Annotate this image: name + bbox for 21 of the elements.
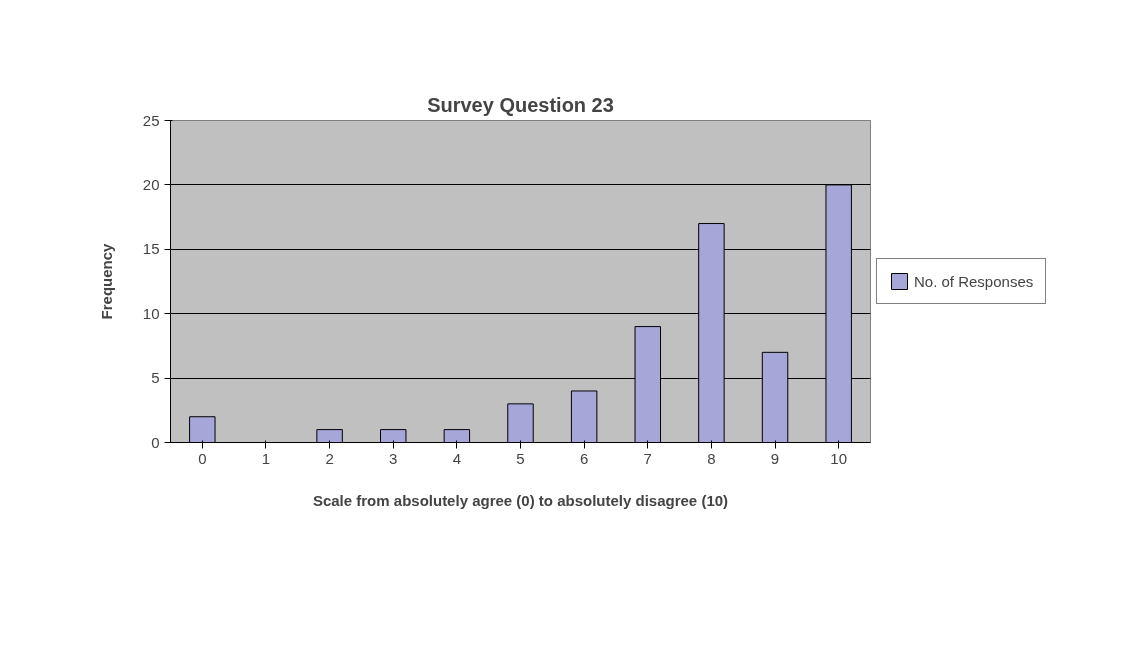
x-tick-label: 8 bbox=[707, 449, 716, 467]
x-tick-label: 0 bbox=[198, 449, 207, 467]
y-tick-label: 5 bbox=[151, 369, 160, 387]
y-tick-label: 25 bbox=[142, 111, 160, 129]
y-tick-label: 10 bbox=[142, 304, 160, 322]
x-tick-label: 2 bbox=[325, 449, 334, 467]
x-tick-label: 6 bbox=[579, 449, 589, 467]
x-tick-label: 10 bbox=[830, 449, 848, 467]
y-axis-title: Frequency bbox=[97, 242, 115, 320]
x-axis-title: Scale from absolutely agree (0) to absolutely disagree (10) bbox=[312, 491, 729, 509]
x-tick-label: 7 bbox=[643, 449, 652, 467]
chart-title: Survey Question 23 bbox=[427, 93, 614, 116]
y-tick-label: 20 bbox=[142, 175, 160, 193]
y-tick-label: 0 bbox=[151, 433, 160, 451]
x-tick-label: 4 bbox=[452, 449, 462, 467]
x-tick-label: 1 bbox=[261, 449, 271, 467]
legend-label: No. of Responses bbox=[914, 272, 1034, 290]
x-tick-label: 5 bbox=[516, 449, 525, 467]
y-tick-label: 15 bbox=[142, 240, 160, 258]
x-tick-label: 9 bbox=[770, 449, 780, 467]
x-tick-label: 3 bbox=[389, 449, 398, 467]
